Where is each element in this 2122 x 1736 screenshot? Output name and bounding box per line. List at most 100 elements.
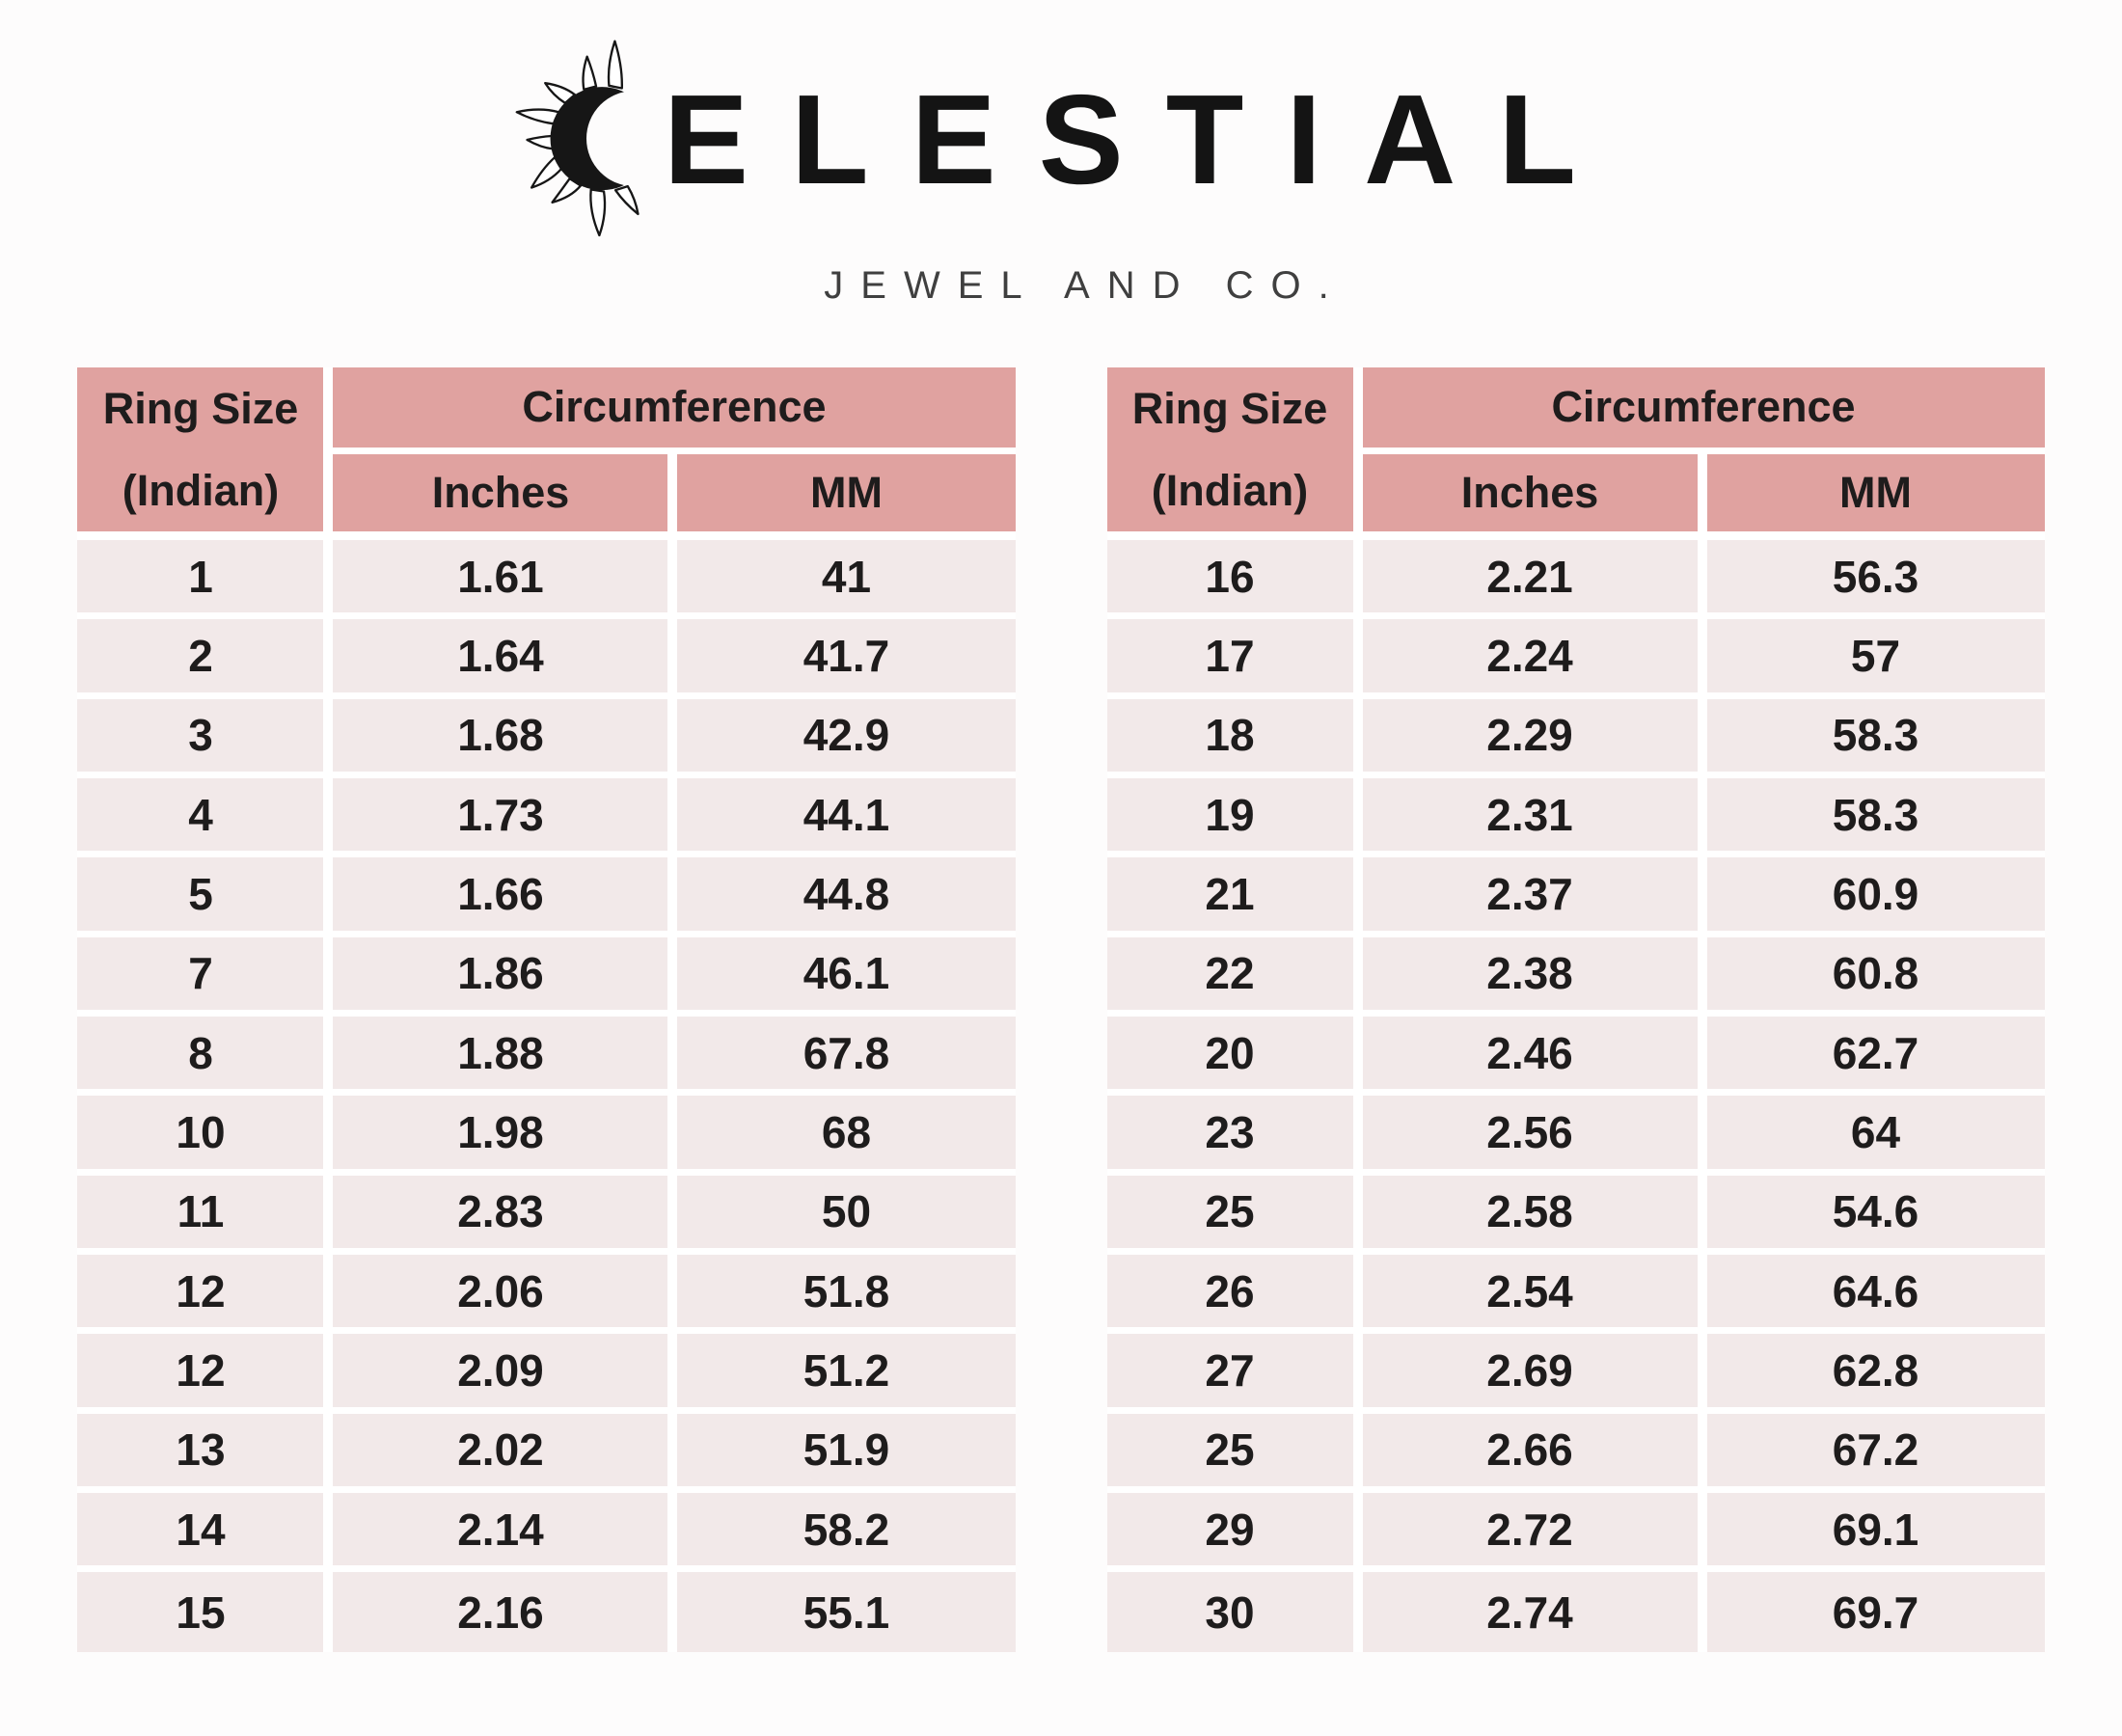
ring-size-cell: 4 (77, 778, 334, 858)
mm-cell: 69.7 (1706, 1572, 2045, 1652)
right-size-table: Ring Size (Indian) Circumference Inches M… (1106, 367, 2045, 1652)
inches-cell: 2.46 (1362, 1017, 1707, 1097)
mm-cell: 51.9 (677, 1413, 1016, 1494)
inches-cell: 2.21 (1362, 540, 1707, 620)
inches-cell: 2.54 (1362, 1255, 1707, 1335)
brand-logo: ELESTIAL JEWEL AND CO. (0, 0, 2122, 308)
table-row: 30 2.74 69.7 (1106, 1572, 2045, 1652)
mm-cell: 55.1 (677, 1572, 1016, 1652)
ring-size-header-line1: Ring Size (1131, 384, 1328, 433)
ring-size-cell: 17 (1106, 619, 1363, 699)
mm-cell: 54.6 (1706, 1175, 2045, 1256)
table-row: 19 2.31 58.3 (1106, 778, 2045, 858)
ring-size-cell: 2 (77, 619, 334, 699)
mm-cell: 60.8 (1706, 936, 2045, 1017)
table-row: 25 2.66 67.2 (1106, 1413, 2045, 1494)
ring-size-cell: 30 (1106, 1572, 1363, 1652)
table-row: 22 2.38 60.8 (1106, 936, 2045, 1017)
inches-header: Inches (1362, 453, 1707, 540)
mm-cell: 44.8 (677, 857, 1016, 937)
inches-cell: 1.68 (333, 698, 678, 779)
inches-cell: 2.16 (333, 1572, 678, 1652)
sun-crescent-icon (515, 40, 654, 237)
ring-size-cell: 27 (1106, 1334, 1363, 1414)
ring-size-cell: 15 (77, 1572, 334, 1652)
inches-cell: 2.66 (1362, 1413, 1707, 1494)
table-row: 20 2.46 62.7 (1106, 1017, 2045, 1097)
ring-size-cell: 1 (77, 540, 334, 620)
mm-cell: 60.9 (1706, 857, 2045, 937)
inches-cell: 2.29 (1362, 698, 1707, 779)
table-row: 26 2.54 64.6 (1106, 1255, 2045, 1335)
inches-cell: 1.61 (333, 540, 678, 620)
inches-cell: 2.83 (333, 1175, 678, 1256)
mm-cell: 64 (1706, 1096, 2045, 1176)
inches-cell: 2.14 (333, 1493, 678, 1573)
mm-cell: 64.6 (1706, 1255, 2045, 1335)
ring-size-cell: 12 (77, 1255, 334, 1335)
mm-cell: 41 (677, 540, 1016, 620)
circumference-header: Circumference (333, 367, 1016, 454)
inches-cell: 2.58 (1362, 1175, 1707, 1256)
mm-cell: 51.2 (677, 1334, 1016, 1414)
ring-size-header-line2: (Indian) (1151, 466, 1309, 515)
mm-cell: 42.9 (677, 698, 1016, 779)
ring-size-header-line2: (Indian) (122, 466, 280, 515)
ring-size-cell: 26 (1106, 1255, 1363, 1335)
table-row: 27 2.69 62.8 (1106, 1334, 2045, 1414)
mm-cell: 67.2 (1706, 1413, 2045, 1494)
table-row: 18 2.29 58.3 (1106, 698, 2045, 779)
inches-cell: 1.64 (333, 619, 678, 699)
table-row: 13 2.02 51.9 (77, 1413, 1016, 1494)
mm-cell: 58.2 (677, 1493, 1016, 1573)
mm-cell: 57 (1706, 619, 2045, 699)
ring-size-header-line1: Ring Size (102, 384, 299, 433)
inches-cell: 2.31 (1362, 778, 1707, 858)
table-row: 17 2.24 57 (1106, 619, 2045, 699)
mm-cell: 46.1 (677, 936, 1016, 1017)
table-row: 3 1.68 42.9 (77, 698, 1016, 779)
inches-cell: 1.73 (333, 778, 678, 858)
left-size-table: Ring Size (Indian) Circumference Inches M… (77, 367, 1016, 1652)
mm-cell: 56.3 (1706, 540, 2045, 620)
ring-size-cell: 21 (1106, 857, 1363, 937)
inches-cell: 1.88 (333, 1017, 678, 1097)
table-row: 5 1.66 44.8 (77, 857, 1016, 937)
inches-cell: 1.98 (333, 1096, 678, 1176)
table-row: 12 2.09 51.2 (77, 1334, 1016, 1414)
table-row: 21 2.37 60.9 (1106, 857, 2045, 937)
mm-cell: 62.7 (1706, 1017, 2045, 1097)
table-row: 2 1.64 41.7 (77, 619, 1016, 699)
ring-size-header: Ring Size (Indian) (77, 367, 334, 540)
table-row: 14 2.14 58.2 (77, 1493, 1016, 1573)
table-row: 12 2.06 51.8 (77, 1255, 1016, 1335)
inches-cell: 2.56 (1362, 1096, 1707, 1176)
size-tables: Ring Size (Indian) Circumference Inches M… (0, 367, 2122, 1652)
ring-size-cell: 8 (77, 1017, 334, 1097)
mm-cell: 51.8 (677, 1255, 1016, 1335)
ring-size-cell: 7 (77, 936, 334, 1017)
mm-cell: 41.7 (677, 619, 1016, 699)
inches-cell: 2.38 (1362, 936, 1707, 1017)
ring-size-cell: 25 (1106, 1175, 1363, 1256)
ring-size-cell: 20 (1106, 1017, 1363, 1097)
ring-size-cell: 19 (1106, 778, 1363, 858)
table-row: 23 2.56 64 (1106, 1096, 2045, 1176)
inches-cell: 2.37 (1362, 857, 1707, 937)
inches-cell: 2.74 (1362, 1572, 1707, 1652)
brand-wordmark-row: ELESTIAL (0, 37, 2122, 243)
ring-size-cell: 22 (1106, 936, 1363, 1017)
mm-header: MM (1706, 453, 2045, 540)
inches-cell: 2.72 (1362, 1493, 1707, 1573)
ring-size-cell: 13 (77, 1413, 334, 1494)
ring-size-cell: 10 (77, 1096, 334, 1176)
table-row: 29 2.72 69.1 (1106, 1493, 2045, 1573)
mm-cell: 69.1 (1706, 1493, 2045, 1573)
mm-cell: 50 (677, 1175, 1016, 1256)
ring-size-cell: 16 (1106, 540, 1363, 620)
table-row: 25 2.58 54.6 (1106, 1175, 2045, 1256)
table-row: 4 1.73 44.1 (77, 778, 1016, 858)
mm-cell: 62.8 (1706, 1334, 2045, 1414)
circumference-header: Circumference (1362, 367, 2045, 454)
ring-size-cell: 5 (77, 857, 334, 937)
